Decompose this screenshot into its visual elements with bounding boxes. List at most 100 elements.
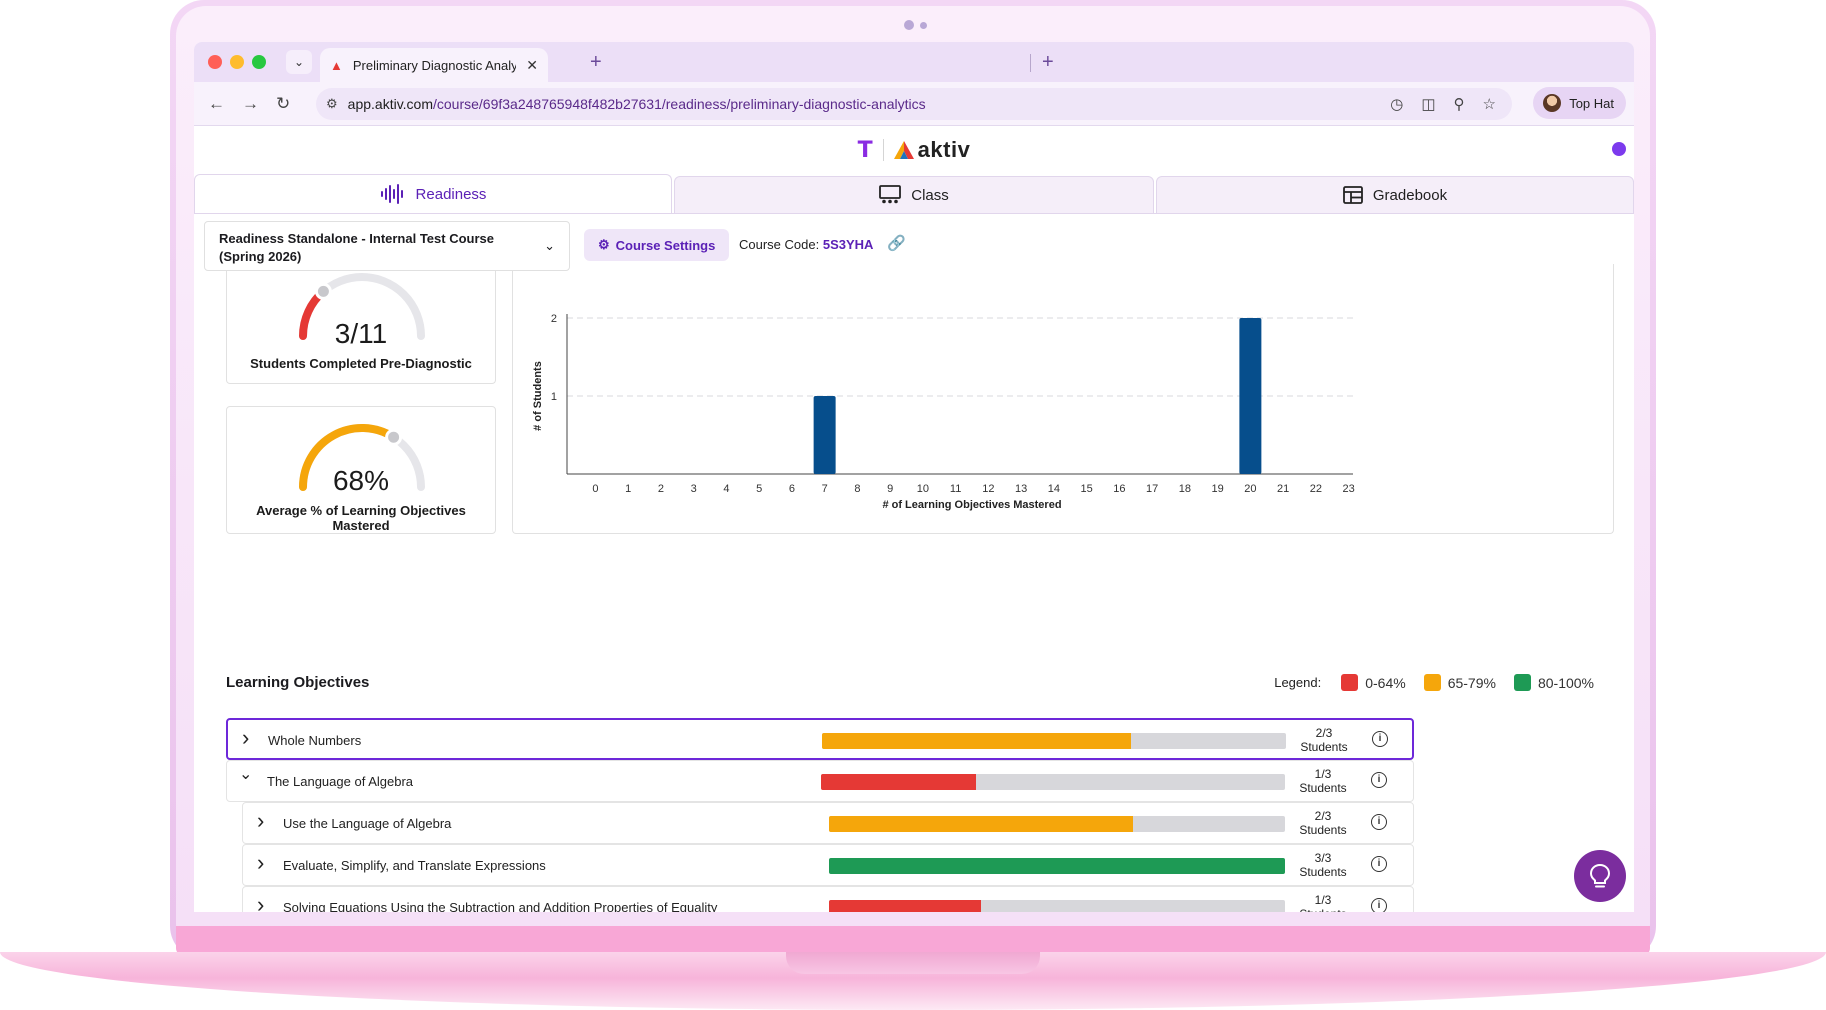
learning-objective-name: Whole Numbers	[268, 733, 362, 748]
profile-button[interactable]: Top Hat	[1533, 87, 1626, 119]
new-tab-plus-icon[interactable]: +	[590, 51, 602, 73]
x-axis-label: # of Learning Objectives Mastered	[882, 499, 1061, 511]
x-tick-label: 22	[1310, 483, 1322, 495]
y-tick-label: 1	[551, 391, 557, 403]
mastery-progress-fill	[822, 733, 1132, 749]
tophat-logo: T	[857, 137, 873, 163]
analytics-content: 3/11 Students Completed Pre-Diagnostic 6…	[194, 264, 1634, 912]
browser-window: ⌄ ▲ Preliminary Diagnostic Analytics ✕ +…	[194, 42, 1634, 912]
favicon-icon: ▲	[330, 57, 343, 73]
chevron-right-icon[interactable]: ›	[257, 850, 265, 875]
site-info-icon[interactable]: ⚙	[326, 96, 338, 111]
zoom-icon[interactable]: ⚲	[1453, 96, 1465, 113]
logo-divider	[882, 139, 884, 161]
tab-search-chevron-icon[interactable]: ⌄	[286, 50, 312, 74]
completion-gauge-label: Students Completed Pre-Diagnostic	[250, 356, 472, 371]
info-icon[interactable]: i	[1372, 731, 1388, 747]
new-tab-plus-icon-secondary[interactable]: +	[1042, 51, 1054, 73]
browser-tab-title: Preliminary Diagnostic Analytics	[352, 57, 517, 73]
chevron-down-icon[interactable]: ⌄	[239, 766, 253, 783]
students-ratio: 3/3	[1314, 851, 1332, 865]
course-code-label: Course Code:	[739, 237, 820, 252]
app-header: T aktiv	[194, 126, 1634, 174]
browser-tab-active[interactable]: ▲ Preliminary Diagnostic Analytics ✕	[320, 48, 548, 82]
browser-toolbar: ← → ↻ ⚙ app.aktiv.com/course/69f3a248765…	[194, 82, 1634, 126]
legend-item-mid: 65-79%	[1423, 674, 1496, 691]
info-icon[interactable]: i	[1371, 814, 1387, 830]
x-tick-label: 16	[1113, 483, 1125, 495]
course-settings-button[interactable]: ⚙ Course Settings	[584, 229, 730, 261]
chevron-right-icon[interactable]: ›	[242, 725, 250, 750]
info-icon[interactable]: i	[1371, 898, 1387, 912]
install-app-icon[interactable]: ◫	[1421, 96, 1436, 113]
x-tick-label: 5	[756, 483, 762, 495]
students-unit: Students	[1299, 865, 1347, 879]
chevron-right-icon[interactable]: ›	[257, 892, 265, 912]
back-arrow-icon[interactable]: ←	[208, 94, 225, 113]
gear-icon: ⚙	[598, 237, 610, 252]
y-axis-label: # of Students	[532, 361, 544, 431]
students-ratio: 1/3	[1314, 767, 1332, 781]
chevron-down-icon: ⌄	[544, 238, 555, 253]
course-select-value: Readiness Standalone - Internal Test Cou…	[219, 231, 494, 264]
course-select-dropdown[interactable]: Readiness Standalone - Internal Test Cou…	[204, 221, 570, 271]
students-unit: Students	[1299, 781, 1347, 795]
mastery-gauge	[299, 424, 425, 491]
url-text[interactable]: app.aktiv.com/course/69f3a248765948f482b…	[347, 96, 926, 112]
main-tabs: Readiness Class Gradebook	[194, 174, 1634, 214]
learning-objective-row[interactable]: › Whole Numbers 2/3 Students i	[226, 718, 1414, 760]
tab-readiness[interactable]: Readiness	[194, 174, 672, 214]
reload-icon[interactable]: ↻	[276, 94, 291, 113]
chevron-right-icon[interactable]: ›	[257, 808, 265, 833]
mastery-distribution-chart: 120 1 2 3 4 5 6 7 8 9 10 11 12 13 14 15 16 17 18 19 20 21 22 23…	[532, 313, 1355, 511]
tab-close-icon[interactable]: ✕	[526, 56, 538, 73]
info-icon[interactable]: i	[1371, 772, 1387, 788]
learning-objective-row[interactable]: › Evaluate, Simplify, and Translate Expre…	[242, 844, 1414, 886]
address-bar[interactable]: ⚙ app.aktiv.com/course/69f3a248765948f48…	[316, 88, 1512, 120]
chart-bar-20	[1239, 318, 1262, 474]
x-tick-label: 15	[1081, 483, 1093, 495]
learning-objective-row[interactable]: › Solving Equations Using the Subtraction…	[242, 886, 1414, 912]
learning-objective-row[interactable]: ⌄ The Language of Algebra 1/3 Students i	[226, 760, 1414, 802]
x-tick-label: 13	[1015, 483, 1027, 495]
bookmark-star-icon[interactable]: ☆	[1482, 96, 1496, 113]
learning-objective-name: Solving Equations Using the Subtraction …	[283, 900, 718, 912]
students-ratio: 1/3	[1314, 893, 1332, 907]
forward-arrow-icon[interactable]: →	[242, 94, 259, 113]
tab-class[interactable]: Class	[674, 176, 1154, 214]
mastery-progress-bar	[829, 858, 1285, 874]
close-window-button[interactable]	[208, 55, 222, 69]
legend-item-low: 0-64%	[1341, 674, 1406, 691]
laptop-bottom-bezel	[176, 926, 1650, 956]
mastery-progress-bar	[829, 900, 1285, 912]
x-tick-label: 1	[625, 483, 631, 495]
learning-objective-row[interactable]: › Use the Language of Algebra 2/3 Students i	[242, 802, 1414, 844]
mastery-legend: Legend: 0-64% 65-79% 80-100%	[1274, 674, 1602, 691]
table-icon	[1342, 186, 1363, 204]
x-tick-label: 17	[1146, 483, 1158, 495]
mastery-distribution-chart-card: 1 2 0 1 2 3 4 5 6 7 8 9 10 11 12 13 14 15 16 17 18 19 20 21 22 23…	[512, 264, 1614, 534]
lightbulb-help-button[interactable]	[1574, 850, 1626, 902]
maximize-window-button[interactable]	[252, 55, 266, 69]
lightbulb-icon	[1589, 863, 1611, 888]
x-tick-label: 3	[691, 483, 697, 495]
course-code: Course Code: 5S3YHA	[739, 237, 873, 252]
minimize-window-button[interactable]	[230, 55, 244, 69]
students-unit: Students	[1293, 907, 1353, 912]
info-icon[interactable]: i	[1371, 856, 1387, 872]
mastery-progress-bar	[822, 733, 1286, 749]
x-tick-label: 6	[789, 483, 795, 495]
tab-gradebook[interactable]: Gradebook	[1156, 176, 1634, 214]
app-page: T aktiv Readiness	[194, 126, 1634, 912]
copy-link-icon[interactable]: 🔗	[887, 235, 906, 252]
legend-swatch-red	[1341, 674, 1359, 691]
x-tick-label: 9	[887, 483, 893, 495]
performance-icon[interactable]: ◷	[1390, 96, 1404, 113]
mastery-progress-bar	[829, 816, 1285, 832]
user-account-icon[interactable]	[1612, 142, 1626, 156]
students-mastered-count: 3/3 Students	[1293, 851, 1353, 879]
mastery-progress-bar	[821, 774, 1285, 790]
students-unit: Students	[1300, 740, 1348, 754]
course-code-value: 5S3YHA	[822, 237, 874, 252]
learning-objective-name: The Language of Algebra	[267, 774, 414, 789]
